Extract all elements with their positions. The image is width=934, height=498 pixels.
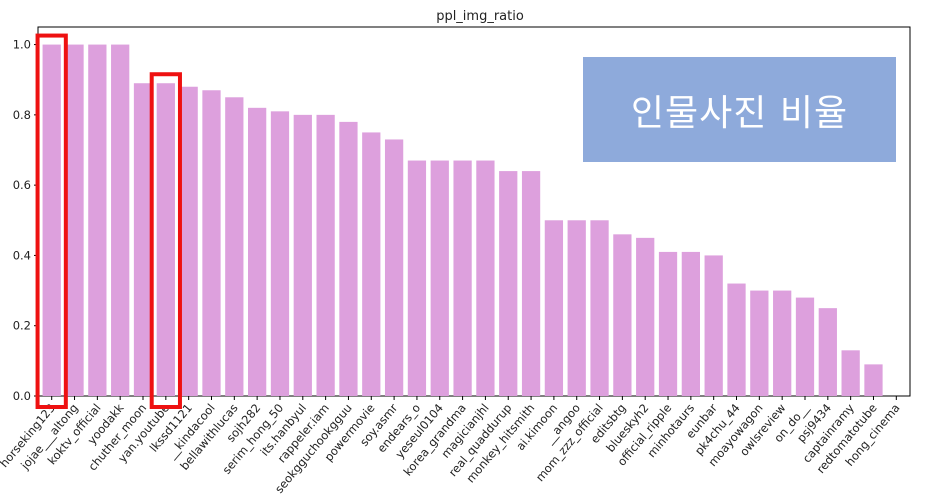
bar — [65, 44, 84, 396]
bar — [818, 308, 837, 396]
bar — [658, 251, 678, 396]
bar — [293, 114, 312, 396]
bar — [407, 160, 427, 396]
chart-title: ppl_img_ratio — [436, 9, 524, 24]
bar — [362, 132, 381, 396]
bar — [613, 234, 632, 396]
bar — [864, 364, 883, 396]
bar — [111, 44, 130, 396]
bar — [453, 160, 472, 396]
bar — [42, 44, 61, 396]
highlight-boxes — [35, 33, 182, 409]
annotation-text: 인물사진 비율 — [630, 92, 849, 134]
y-tick-label: 0.0 — [13, 389, 31, 403]
bar — [202, 90, 221, 396]
x-axis: horseking123jojae___altongkoktv_official… — [0, 396, 903, 496]
bars-group — [42, 44, 883, 397]
bar — [88, 44, 107, 396]
bar — [248, 107, 267, 396]
annotation-box: 인물사진 비율 — [583, 57, 896, 162]
bar — [727, 283, 746, 396]
bar — [316, 114, 335, 396]
bar — [179, 86, 198, 396]
bar — [773, 290, 792, 396]
bar — [636, 237, 655, 396]
bar — [156, 83, 175, 396]
highlight-box — [149, 72, 182, 409]
bar — [270, 111, 290, 396]
bar — [681, 251, 700, 396]
bar — [133, 83, 153, 396]
bar — [521, 171, 541, 396]
bar — [476, 160, 495, 396]
highlight-box — [35, 33, 68, 409]
y-tick-label: 0.4 — [13, 248, 31, 262]
bar — [430, 160, 449, 396]
bar — [384, 139, 404, 396]
bar — [225, 97, 244, 397]
bar — [590, 220, 609, 396]
y-tick-label: 0.6 — [13, 178, 31, 192]
y-tick-label: 1.0 — [13, 38, 31, 52]
y-tick-label: 0.8 — [13, 108, 31, 122]
bar — [567, 220, 586, 396]
bar — [544, 220, 564, 396]
y-axis: 0.0 0.2 0.4 0.6 0.8 1.0 — [13, 38, 38, 403]
bar — [339, 121, 358, 396]
bar — [750, 290, 769, 396]
bar — [841, 350, 860, 396]
y-tick-label: 0.2 — [13, 319, 31, 333]
bar — [795, 297, 815, 396]
bar — [499, 171, 518, 396]
bar — [704, 255, 723, 396]
